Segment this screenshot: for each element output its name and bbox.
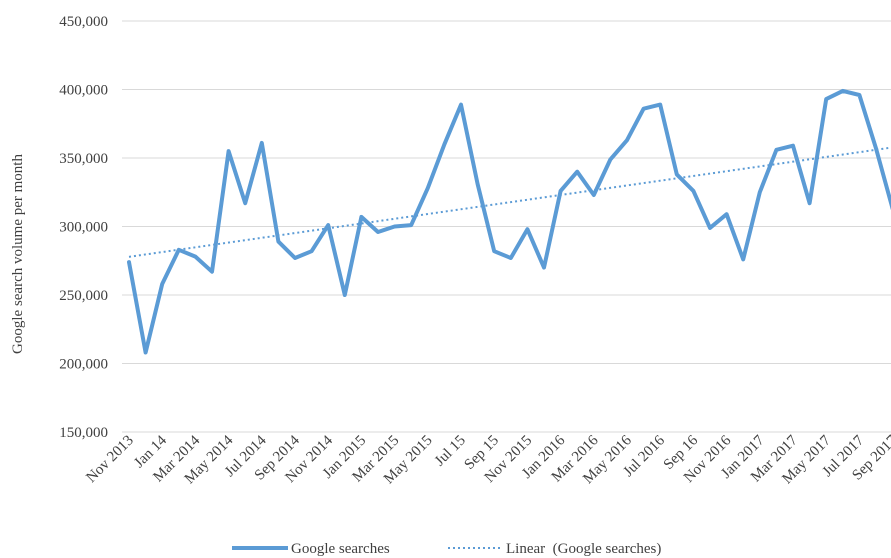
y-tick-label: 150,000 [59,425,108,441]
y-tick-label: 250,000 [59,288,108,304]
legend: Google searches Linear (Google searches) [232,541,661,557]
trendline-group [128,146,891,258]
y-tick-label: 400,000 [59,83,108,99]
series-line-google-searches [127,88,891,355]
legend-label-google-searches: Google searches [291,541,390,557]
gridlines [122,20,891,433]
y-axis-ticks: 150,000 200,000 250,000 300,000 350,000 400,0… [59,14,108,441]
y-axis-title: Google search volume per month [10,154,26,354]
series-line-linear-trend [128,146,891,258]
y-tick-label: 200,000 [59,357,108,373]
legend-label-linear-trend: Linear (Google searches) [506,541,661,557]
y-tick-label: 300,000 [59,220,108,236]
series-group [127,88,891,355]
y-tick-label: 350,000 [59,151,108,167]
y-tick-label: 450,000 [59,14,108,30]
